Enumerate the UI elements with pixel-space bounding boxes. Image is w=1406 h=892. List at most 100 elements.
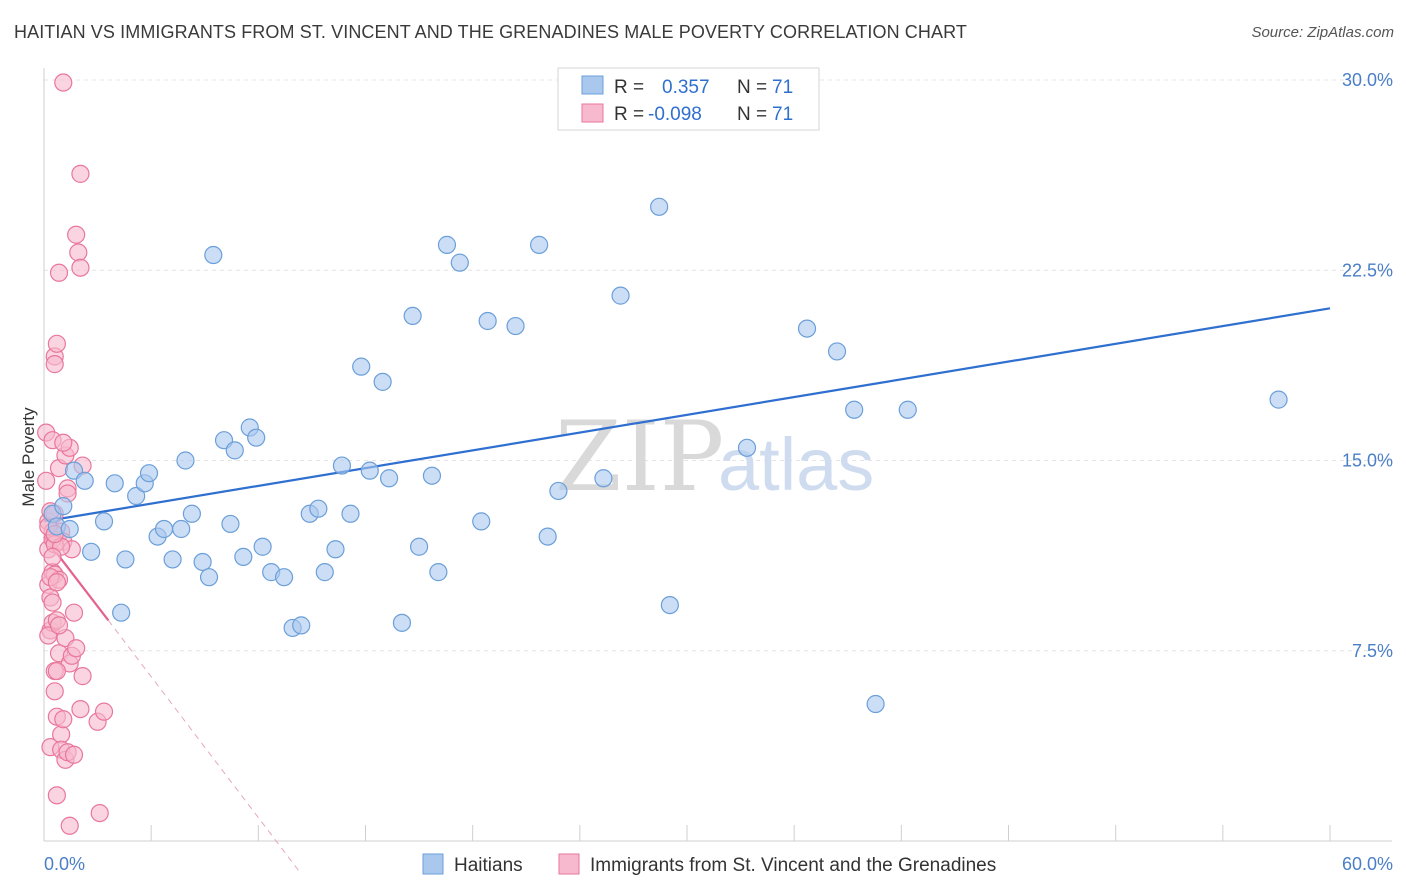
y-tick-label: 7.5% [1352, 641, 1393, 661]
bottom-legend-swatch-vincentian [558, 853, 580, 875]
data-point-haitian [341, 504, 360, 523]
data-point-haitian [660, 595, 679, 615]
axis-layer: 7.5% 15.0% 22.5% 30.0% 0.0% 60.0% [43, 68, 1393, 874]
data-point-vincentian [43, 547, 62, 566]
data-point-haitian [247, 428, 266, 447]
data-point-vincentian [73, 667, 92, 686]
data-point-haitian [845, 400, 864, 419]
data-point-vincentian [90, 803, 109, 823]
data-point-haitian [538, 527, 557, 546]
data-point-haitian [379, 469, 399, 488]
data-point-vincentian [47, 786, 66, 805]
data-point-vincentian [52, 725, 71, 744]
y-tick-label: 30.0% [1342, 70, 1393, 90]
data-point-haitian [139, 464, 159, 483]
data-point-vincentian [67, 639, 86, 658]
data-point-haitian [253, 537, 272, 556]
data-point-haitian [478, 311, 497, 331]
data-point-haitian [309, 499, 328, 518]
data-point-haitian [450, 253, 469, 272]
legend-r-value-2: -0.098 [648, 104, 702, 125]
data-point-haitian [360, 461, 379, 480]
data-point-haitian [650, 197, 669, 216]
x-tick-label-min: 0.0% [44, 854, 85, 874]
data-point-vincentian [71, 699, 90, 719]
watermark-zip: ZIP [555, 401, 724, 513]
data-point-vincentian [47, 661, 66, 681]
data-point-haitian [352, 357, 371, 376]
data-point-vincentian [69, 243, 88, 262]
data-point-haitian [737, 438, 757, 457]
legend-n-value-2: 71 [772, 104, 793, 125]
trend-layer [43, 307, 1331, 875]
grid-layer [44, 79, 1392, 652]
legend-box: R = 0.357 N = 71 R = -0.098 N = 71 [557, 67, 820, 131]
data-point-vincentian [71, 164, 90, 183]
legend-r-label-2: R = [614, 104, 644, 125]
data-point-haitian [315, 563, 334, 582]
data-point-haitian [611, 286, 630, 305]
data-point-haitian [332, 456, 352, 475]
legend-r-label-1: R = [614, 77, 644, 98]
data-point-haitian [292, 616, 311, 635]
data-point-haitian [94, 512, 114, 531]
y-axis-title: Male Poverty [19, 407, 38, 507]
bottom-legend: Haitians Immigrants from St. Vincent and… [422, 853, 996, 876]
data-point-vincentian [64, 745, 84, 764]
data-point-haitian [225, 441, 244, 460]
legend-n-value-1: 71 [772, 77, 793, 98]
trendline-haitians [43, 307, 1331, 523]
bottom-legend-swatch-haitians [422, 853, 444, 875]
watermark: ZIP atlas [555, 401, 874, 513]
watermark-atlas: atlas [718, 423, 874, 506]
bottom-legend-label-vincentian: Immigrants from St. Vincent and the Gren… [590, 855, 996, 876]
data-point-vincentian [54, 73, 73, 92]
data-point-haitian [172, 519, 191, 539]
legend-n-label-1: N = [737, 77, 767, 98]
data-point-vincentian [49, 263, 69, 282]
data-point-vincentian [49, 616, 69, 635]
data-point-vincentian [64, 603, 84, 622]
data-point-haitian [204, 245, 223, 265]
data-point-vincentian [54, 433, 73, 452]
data-point-haitian [429, 563, 448, 582]
legend-r-value-1: 0.357 [662, 77, 710, 98]
source-label: Source: ZipAtlas.com [1251, 24, 1394, 41]
data-point-haitian [530, 235, 549, 254]
data-point-haitian [234, 547, 253, 566]
bottom-legend-label-haitians: Haitians [454, 855, 523, 876]
data-point-haitian [274, 568, 294, 587]
data-point-haitian [898, 400, 917, 419]
data-point-haitian [506, 316, 525, 336]
data-point-haitian [163, 550, 182, 569]
data-point-haitian [1269, 390, 1288, 409]
legend-swatch-haitians [581, 75, 604, 95]
data-point-vincentian [37, 471, 56, 490]
data-point-haitian [392, 613, 412, 632]
data-point-vincentian [94, 702, 114, 721]
data-point-vincentian [43, 593, 62, 612]
data-point-haitian [472, 512, 491, 531]
data-point-haitian [75, 471, 94, 490]
data-point-haitian [127, 486, 146, 506]
data-point-haitian [221, 514, 240, 534]
y-tick-label: 15.0% [1342, 451, 1393, 471]
data-point-vincentian [60, 816, 79, 835]
data-point-vincentian [47, 573, 66, 592]
trendline-vincentian-extension [107, 620, 302, 875]
data-point-vincentian [47, 334, 66, 353]
data-point-haitian [105, 474, 124, 493]
data-point-haitian [154, 519, 174, 539]
data-point-vincentian [54, 710, 73, 729]
data-point-haitian [373, 372, 392, 391]
series-vincentian-points [37, 73, 114, 835]
data-point-haitian [182, 504, 201, 523]
data-point-haitian [112, 603, 131, 622]
series-haitian-points [43, 93, 1288, 714]
data-point-vincentian [45, 682, 64, 701]
data-point-vincentian [67, 225, 86, 244]
data-point-haitian [549, 481, 568, 501]
data-point-vincentian [71, 258, 90, 277]
data-point-haitian [422, 466, 442, 485]
